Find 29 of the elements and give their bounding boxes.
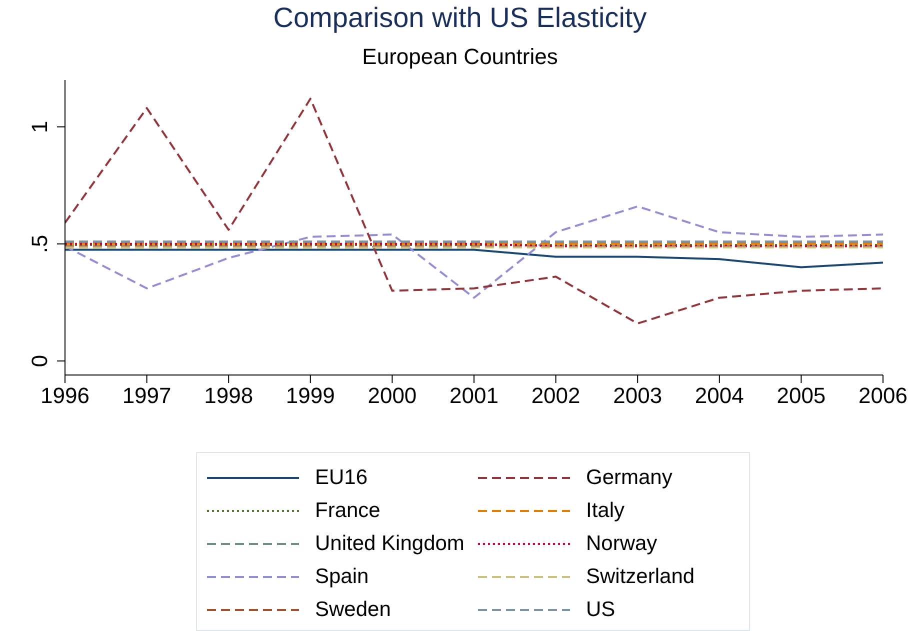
legend-label: Germany (586, 466, 672, 490)
y-tick-label: .5 (27, 234, 52, 254)
x-tick-label: 2001 (450, 383, 498, 408)
x-tick-label: 1997 (122, 383, 172, 408)
legend-label: Sweden (315, 598, 391, 622)
x-tick-label: 2000 (368, 383, 417, 408)
x-tick-label: 2002 (531, 383, 580, 408)
legend-label: Italy (586, 498, 625, 522)
legend-label: United Kingdom (315, 532, 464, 556)
legend-label: Norway (586, 532, 658, 556)
x-tick-label: 1998 (204, 383, 254, 408)
x-tick-label: 1996 (40, 383, 90, 408)
line-series (65, 205, 883, 299)
y-tick-label: 0 (27, 354, 52, 368)
x-tick-label: 1999 (286, 383, 335, 408)
x-tick-label: 2004 (694, 383, 744, 408)
x-tick-label: 2003 (613, 383, 662, 408)
legend-label: France (315, 498, 380, 522)
legend-label: EU16 (315, 466, 368, 490)
y-tick-label: 1 (27, 120, 52, 133)
chart-subtitle: European Countries (361, 44, 559, 70)
x-tick-label: 2005 (776, 383, 826, 408)
legend-label: Spain (315, 564, 369, 588)
legend-label: Switzerland (586, 564, 695, 588)
legend-label: US (586, 598, 616, 622)
chart-title: Comparison with US Elasticity (272, 2, 648, 34)
x-tick-label: 2006 (858, 383, 908, 408)
line-series (65, 248, 883, 268)
line-series (65, 98, 883, 324)
